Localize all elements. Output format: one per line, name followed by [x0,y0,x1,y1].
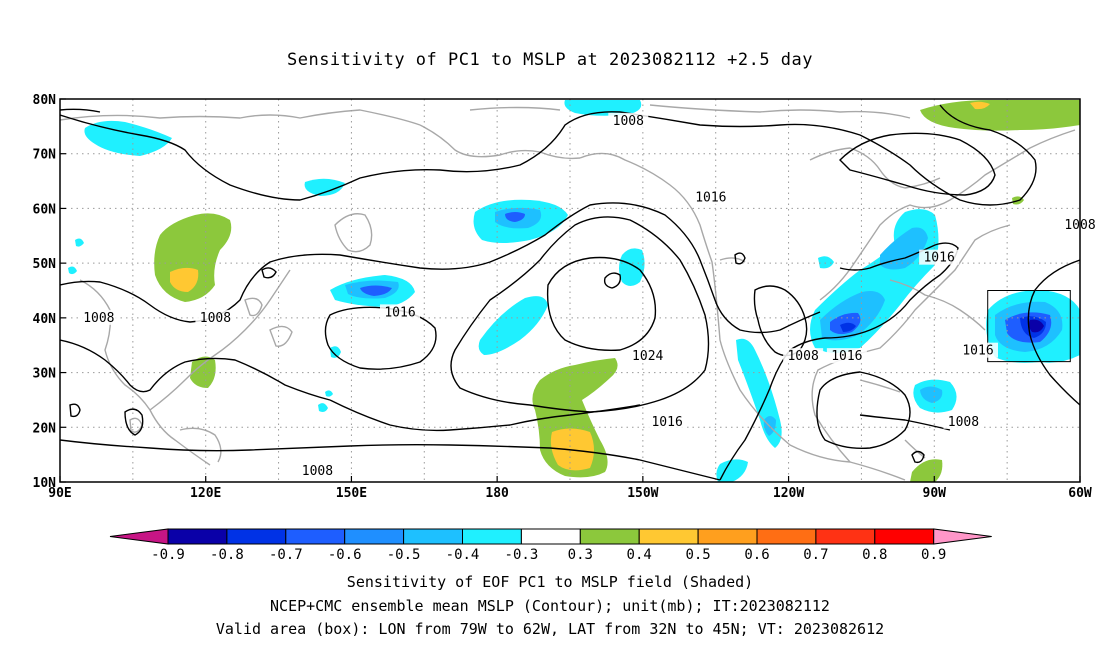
colorbar-segment [874,528,935,545]
colorbar-segment [226,528,287,545]
colorbar-segment [285,528,346,545]
colorbar-segment [344,528,405,545]
lat-label: 80N [33,93,57,108]
contour-label-bg [958,342,998,358]
colorbar-label: -0.7 [269,547,303,563]
longitude-labels: 90E 120E 150E 180 150W 120W 90W 60W [48,486,1092,501]
contour-label: 1016 [651,415,682,430]
contour-label-bg [826,348,867,364]
colorbar-label: 0.9 [921,547,946,563]
contour-label-bg [627,348,668,364]
colorbar-label: -0.4 [446,547,480,563]
latitude-labels: 80N 70N 60N 50N 40N 30N 20N 10N [33,93,57,491]
contour-label-bg [919,249,960,265]
contour-label-bg [380,304,420,320]
colorbar-label: 0.6 [744,547,769,563]
map-frame [59,98,1081,483]
colorbar-segment [697,528,758,545]
map-title: Sensitivity of PC1 to MSLP at 2023082112… [286,50,813,70]
sensitivity-shading [68,100,1080,482]
caption-shading: Sensitivity of EOF PC1 to MSLP field (Sh… [346,573,754,591]
colorbar-segment [579,528,640,545]
lat-label: 60N [33,202,57,217]
colorbar-label: -0.6 [328,547,362,563]
colorbar-label: 0.8 [862,547,887,563]
lat-label: 20N [33,421,57,436]
colorbar-max-arrow [933,528,992,545]
lon-label: 60W [1068,486,1092,501]
lon-label: 90W [923,486,947,501]
mslp-contours [60,104,1080,481]
colorbar-label: 0.4 [627,547,652,563]
lat-label: 30N [33,367,57,382]
contour-label-bg [783,348,824,364]
colorbar-segment [462,528,522,545]
contour-label: 1016 [695,190,726,205]
colorbar-label: -0.8 [210,547,244,563]
contour-label: 1008 [302,464,333,479]
lat-label: 10N [33,476,57,491]
contour-label-bg [195,309,236,325]
colorbar-segment [403,528,464,545]
lon-label: 150E [336,486,367,501]
caption-contour: NCEP+CMC ensemble mean MSLP (Contour); u… [270,597,830,615]
colorbar-segment [756,528,817,545]
contour-label: 1016 [923,251,954,266]
valid-area-box [987,290,1071,363]
lon-label: 120E [190,486,221,501]
colorbar-label: -0.9 [151,547,185,563]
contour-label: 1008 [787,349,818,364]
lon-label: 180 [485,486,509,501]
contour-label: 1016 [831,349,862,364]
colorbar-segment [815,528,876,545]
contour-label: 1016 [384,305,415,320]
colorbar-segment [638,528,699,545]
axis-ticks [59,98,1081,483]
contour-label: 1024 [632,349,663,364]
contour-label-bg [78,309,119,325]
lon-label: 120W [773,486,804,501]
lat-lon-grid [60,99,1080,482]
contour-label-bg [647,413,688,429]
contour-label-bg [608,112,649,128]
contour-label-bg [297,463,338,479]
colorbar-label: 0.7 [803,547,828,563]
colorbar-label: -0.5 [387,547,421,563]
contour-label-bg [690,189,731,205]
colorbar-label: -0.3 [505,547,539,563]
contour-label: 1008 [613,114,644,129]
contour-label: 1008 [200,311,231,326]
colorbar-segment [167,528,228,545]
contour-label: 1016 [962,344,993,359]
colorbar: -0.9 -0.8 -0.7 -0.6 -0.5 -0.4 -0.3 0.3 0.4 0.5 0.6… [109,528,992,563]
lat-label: 40N [33,312,57,327]
lat-label: 70N [33,148,57,163]
colorbar-min-arrow [109,528,169,545]
lat-label: 50N [33,257,57,272]
lon-label: 90E [48,486,71,501]
contour-label-bg [943,413,984,429]
lon-label: 150W [627,486,658,501]
colorbar-label: 0.3 [568,547,593,563]
contour-label: 1008 [948,415,979,430]
contour-label: 1008 [83,311,114,326]
colorbar-label: 0.5 [685,547,710,563]
caption-valid-area: Valid area (box): LON from 79W to 62W, L… [215,620,885,638]
colorbar-segment [520,528,581,545]
coastlines [60,104,1076,481]
